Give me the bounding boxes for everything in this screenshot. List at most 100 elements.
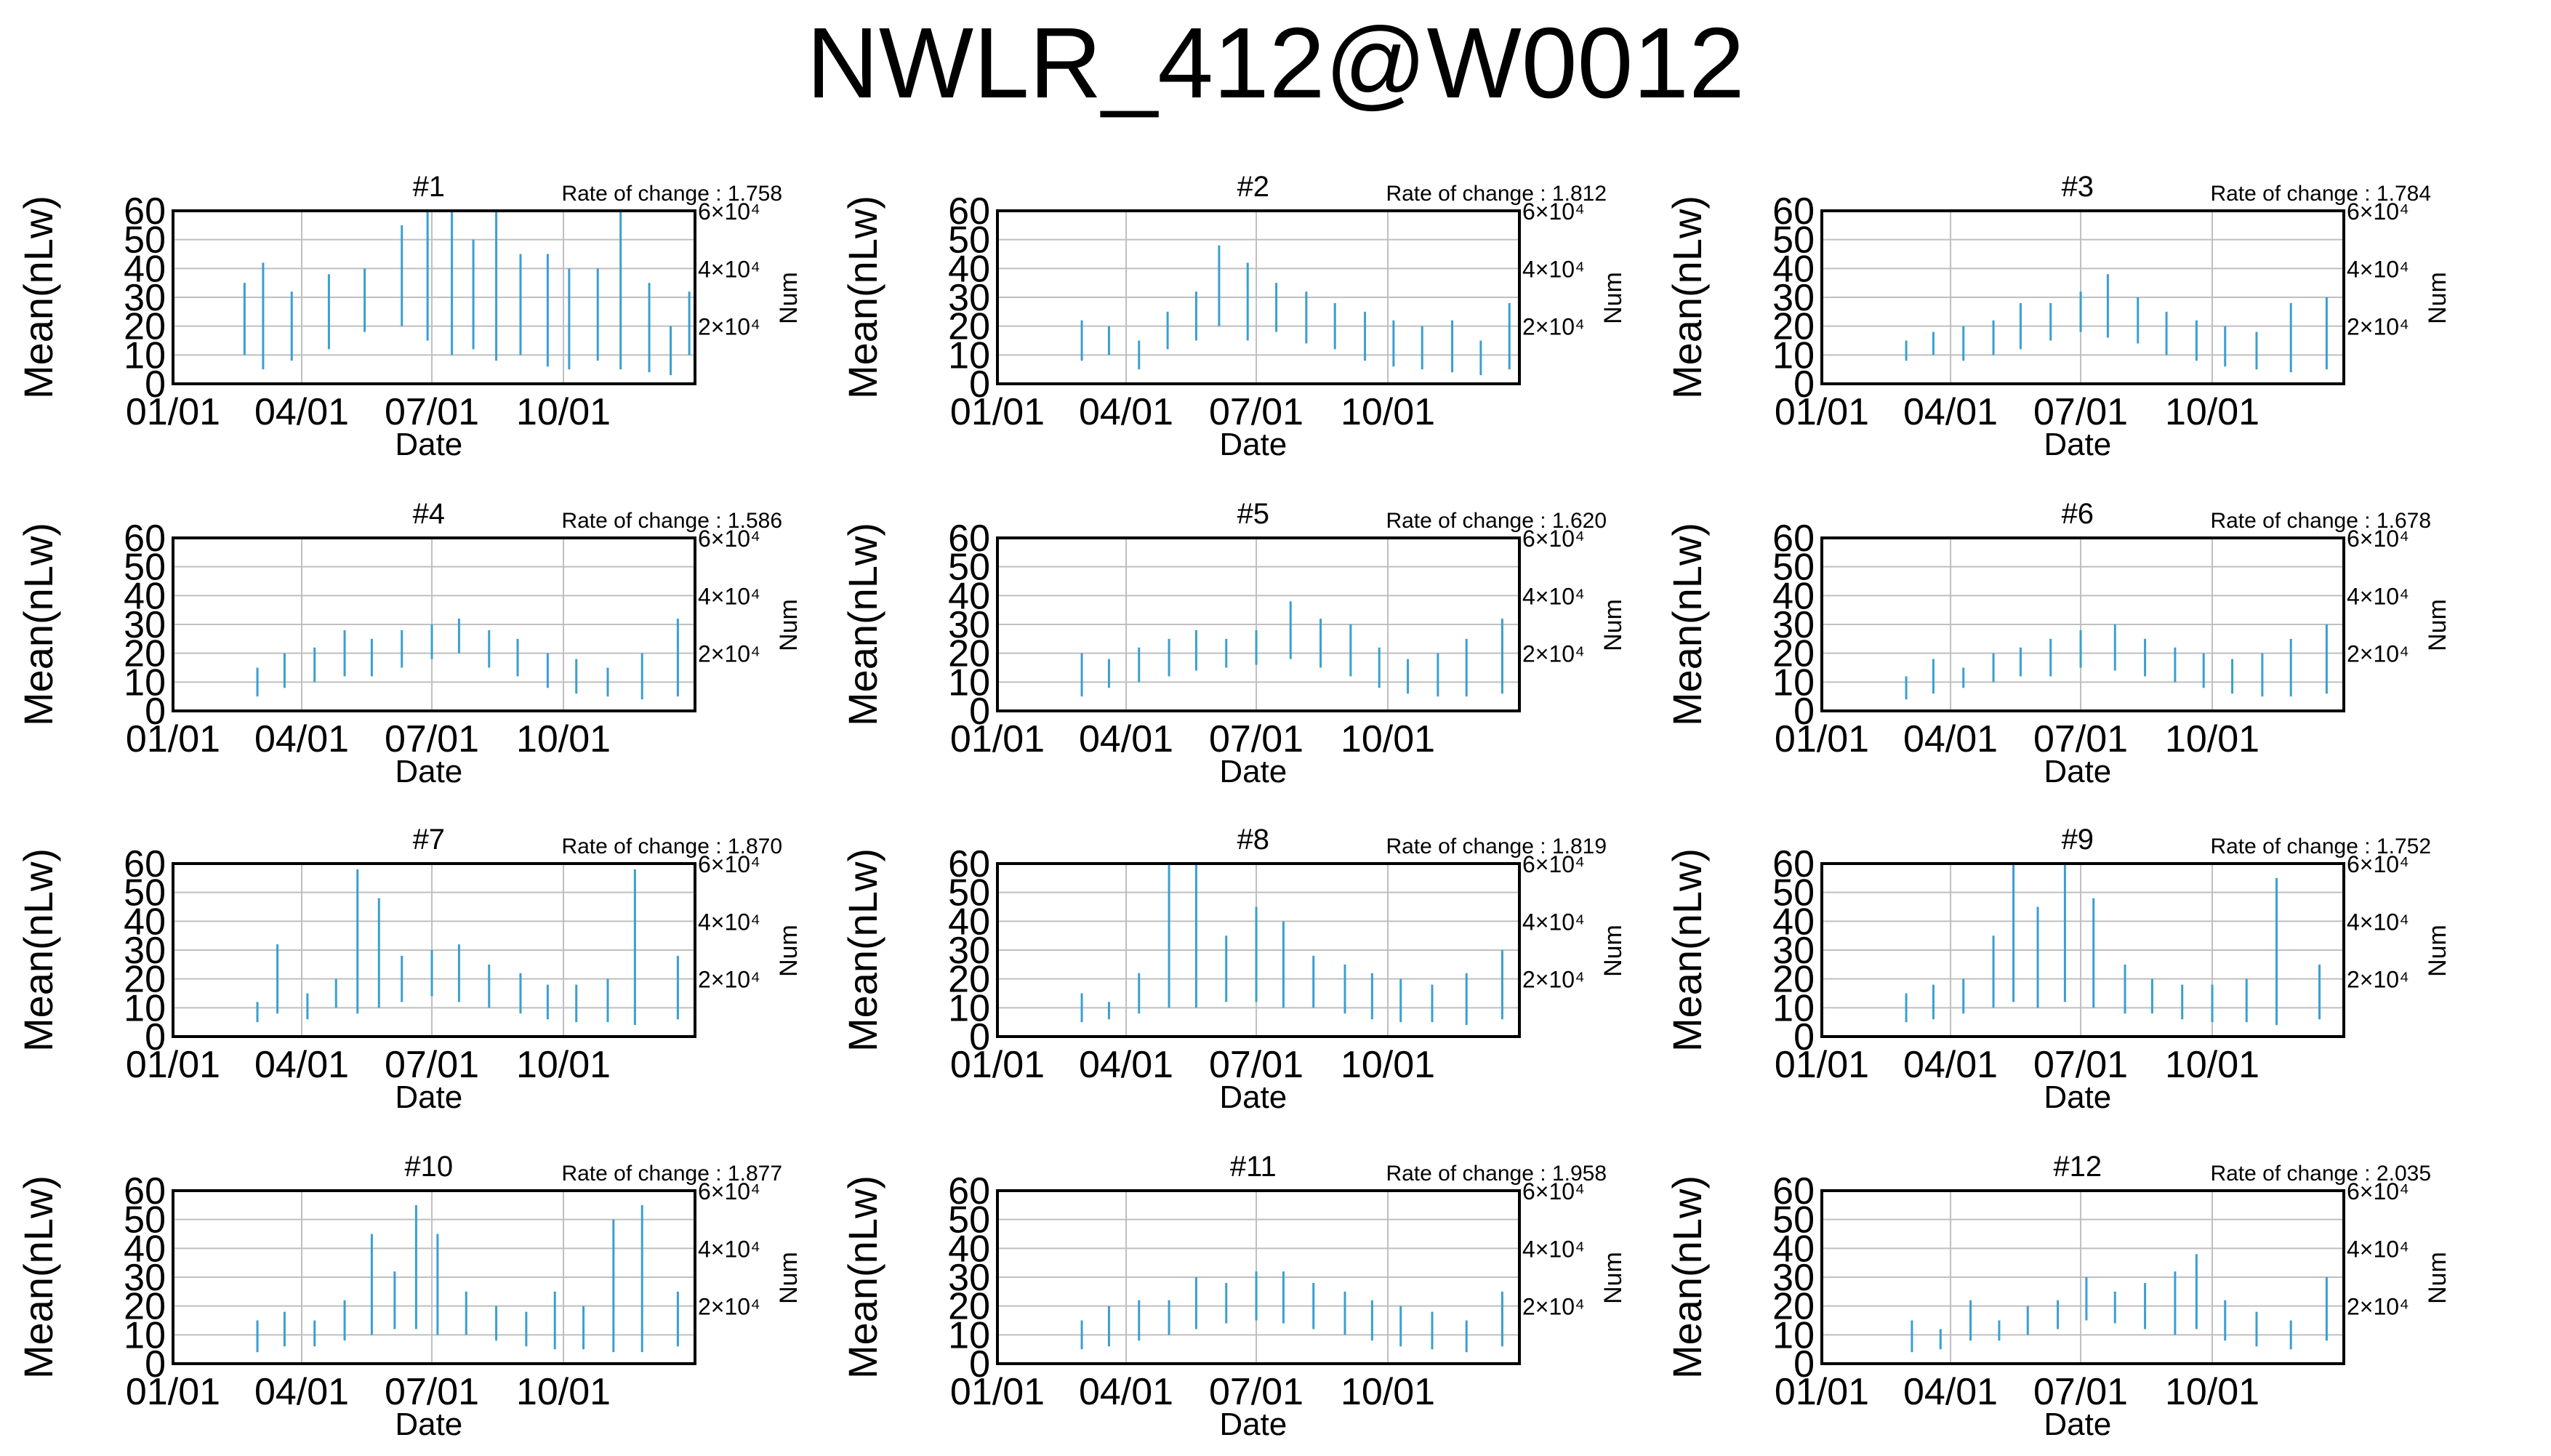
x-tick-label: 10/01 [2165,718,2259,760]
x-tick-label: 07/01 [385,1371,479,1413]
y2-tick-label: 2×10⁴ [1522,1294,1585,1320]
y-tick-label: 20 [1772,633,1815,675]
x-axis-label: Date [1219,1079,1287,1115]
x-tick-label: 01/01 [950,1371,1045,1413]
y2-tick-label: 4×10⁴ [2347,1236,2409,1262]
x-tick-label: 10/01 [516,1371,611,1413]
x-axis-label: Date [395,1407,462,1442]
y-tick-label: 0 [1793,363,1815,406]
y2-tick-label: 6×10⁴ [2347,526,2409,552]
y-tick-label: 50 [1772,220,1815,262]
y-tick-label: 30 [948,604,990,646]
y-axis-label: Mean(nLw) [15,1175,61,1379]
y-tick-label: 20 [1772,1286,1815,1328]
x-tick-label: 04/01 [1079,391,1173,433]
y-tick-label: 0 [969,691,990,733]
chart-panel-4: 0 10 20 30 40 50 60 01/01 04/01 07/01 10/01 2×10⁴ 4×… [0,494,872,803]
y-tick-label: 40 [1772,575,1815,617]
y-axis-label: Mean(nLw) [1664,1175,1710,1379]
y-tick-label: 0 [145,1343,166,1385]
y-tick-label: 10 [948,1314,990,1356]
x-tick-label: 01/01 [126,391,220,433]
x-tick-label: 01/01 [126,1371,220,1413]
y-tick-label: 30 [948,1257,990,1299]
y-tick-label: 40 [1772,248,1815,290]
y-tick-label: 0 [1793,1343,1815,1385]
x-tick-label: 10/01 [1341,1371,1435,1413]
y-tick-label: 10 [124,661,166,704]
y2-axis-label: Num [1599,272,1627,324]
x-tick-label: 04/01 [254,1044,349,1086]
x-tick-label: 01/01 [950,391,1045,433]
y-tick-label: 50 [124,547,166,589]
x-tick-label: 10/01 [2165,391,2259,433]
y-tick-label: 40 [948,901,990,943]
y-tick-label: 0 [1793,1016,1815,1058]
y2-tick-label: 6×10⁴ [1522,1178,1585,1204]
y-tick-label: 50 [1772,872,1815,914]
x-axis-label: Date [2044,1407,2111,1442]
y-tick-label: 60 [124,190,166,233]
x-tick-label: 01/01 [1775,391,1869,433]
y-tick-label: 30 [1772,277,1815,319]
y2-tick-label: 6×10⁴ [698,851,760,877]
chart-panel-5: 0 10 20 30 40 50 60 01/01 04/01 07/01 10/01 2×10⁴ 4×… [824,494,1697,803]
y2-axis-label: Num [775,1252,803,1304]
y2-axis-label: Num [775,272,803,324]
x-axis-label: Date [1219,1407,1287,1442]
x-tick-label: 10/01 [516,718,611,760]
rate-of-change-label: Rate of change : 1.752 [2210,834,2431,858]
y2-tick-label: 6×10⁴ [1522,526,1585,552]
y2-tick-label: 6×10⁴ [2347,198,2409,225]
y-tick-label: 50 [1772,547,1815,589]
y-tick-label: 10 [1772,661,1815,704]
x-tick-label: 04/01 [1903,1044,1998,1086]
y2-tick-label: 4×10⁴ [2347,909,2409,935]
y-axis-label: Mean(nLw) [840,848,885,1052]
x-tick-label: 01/01 [126,1044,220,1086]
y-tick-label: 30 [124,604,166,646]
panel-title: #7 [413,824,446,856]
plot-frame [996,1189,1521,1365]
x-axis-label: Date [395,1079,462,1115]
y-tick-label: 50 [948,872,990,914]
y-tick-label: 10 [948,661,990,704]
panel-title: #8 [1237,824,1270,856]
y2-tick-label: 2×10⁴ [2347,967,2409,993]
x-tick-label: 10/01 [2165,1371,2259,1413]
panel-title: #4 [413,498,446,530]
y-axis-label: Mean(nLw) [840,1175,885,1379]
y2-tick-label: 2×10⁴ [698,967,760,993]
y-tick-label: 20 [948,1286,990,1328]
y2-tick-label: 2×10⁴ [1522,314,1585,340]
y2-tick-label: 4×10⁴ [698,583,760,609]
y-tick-label: 0 [969,363,990,406]
y-tick-label: 10 [948,987,990,1029]
y2-tick-label: 4×10⁴ [1522,256,1585,282]
x-tick-label: 04/01 [254,391,349,433]
y-tick-label: 50 [124,1199,166,1242]
y-axis-label: Mean(nLw) [840,196,885,399]
panel-title: #11 [1230,1151,1277,1183]
plot-frame [1820,209,2345,385]
y-tick-label: 60 [948,518,990,560]
y-axis-label: Mean(nLw) [15,196,61,399]
y-tick-label: 40 [948,575,990,617]
y2-tick-label: 6×10⁴ [2347,851,2409,877]
y-tick-label: 30 [124,277,166,319]
y-tick-label: 10 [124,334,166,377]
y-tick-label: 60 [1772,1170,1815,1212]
rate-of-change-label: Rate of change : 1.870 [561,834,782,858]
y-tick-label: 0 [145,1016,166,1058]
y-tick-label: 0 [969,1343,990,1385]
y2-axis-label: Num [2424,1252,2451,1304]
y-tick-label: 0 [145,363,166,406]
chart-panel-10: 0 10 20 30 40 50 60 01/01 04/01 07/01 10/01 2×10⁴ 4×… [0,1147,872,1456]
y-tick-label: 30 [948,277,990,319]
y-tick-label: 40 [124,575,166,617]
x-tick-label: 07/01 [1209,391,1303,433]
